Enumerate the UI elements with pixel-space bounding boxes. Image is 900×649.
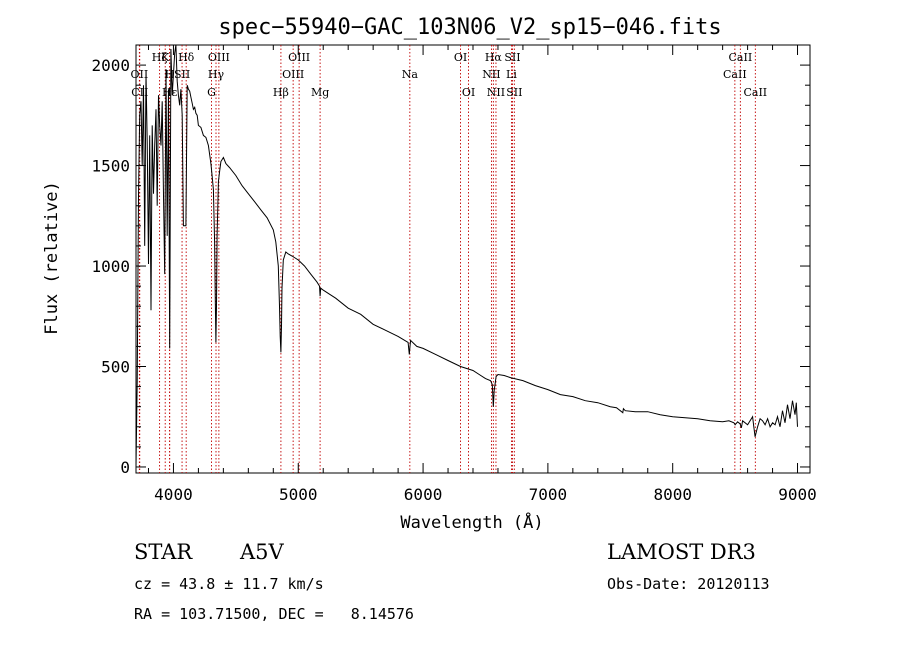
line-label: OIII — [208, 51, 230, 64]
line-label: Hζ — [152, 51, 168, 64]
redshift-cz: cz = 43.8 ± 11.7 km/s — [134, 575, 324, 593]
line-label: CaII — [743, 86, 767, 99]
chart-title: spec−55940−GAC_103N06_V2_sp15−046.fits — [218, 15, 721, 40]
line-label: Hδ — [178, 51, 195, 64]
line-label: Hα — [485, 51, 503, 64]
line-label: CaII — [729, 51, 753, 64]
x-tick-label: 7000 — [529, 485, 568, 504]
line-label: NII — [482, 68, 500, 81]
line-label: Mg — [311, 86, 329, 99]
line-label: SII — [504, 51, 520, 64]
survey-name: LAMOST DR3 — [607, 540, 756, 564]
object-subclass: A5V — [239, 540, 285, 564]
line-label: OIII — [282, 68, 304, 81]
line-label: Hε — [162, 86, 178, 99]
line-label: OI — [462, 86, 475, 99]
line-label: K — [161, 51, 170, 64]
line-label: NII — [487, 86, 505, 99]
y-tick-label: 1500 — [91, 157, 130, 176]
plot-frame — [135, 44, 811, 474]
line-label: G — [207, 86, 216, 99]
line-label: OI — [454, 51, 467, 64]
line-label: Na — [402, 68, 419, 81]
line-label: Hβ — [273, 86, 289, 99]
line-label: Li — [506, 68, 517, 81]
x-axis-label: Wavelength (Å) — [400, 511, 543, 533]
line-label: OIII — [288, 51, 310, 64]
spectrum-line — [135, 44, 798, 468]
x-tick-label: 5000 — [279, 485, 318, 504]
x-tick-label: 4000 — [154, 485, 193, 504]
y-tick-label: 500 — [101, 358, 130, 377]
y-tick-label: 2000 — [91, 56, 130, 75]
line-label: SII — [506, 86, 522, 99]
line-label: OII — [131, 68, 149, 81]
line-label: H — [165, 68, 175, 81]
y-axis-label: Flux (relative) — [42, 181, 62, 335]
object-class: STAR — [134, 540, 193, 564]
axis-tick-labels: 4000 5000 6000 7000 8000 9000 0 500 1000 1500 2000 — [91, 56, 816, 504]
x-tick-label: 8000 — [653, 485, 692, 504]
spectral-line-markers — [138, 45, 756, 473]
axis-ticks — [136, 44, 810, 473]
y-tick-label: 0 — [120, 458, 130, 477]
y-tick-label: 1000 — [91, 257, 130, 276]
x-tick-label: 9000 — [778, 485, 817, 504]
line-label: Hγ — [208, 68, 225, 81]
x-tick-label: 6000 — [404, 485, 443, 504]
line-label: CaII — [723, 68, 747, 81]
line-label: SII — [174, 68, 190, 81]
observation-date: Obs-Date: 20120113 — [607, 575, 770, 593]
ra-dec: RA = 103.71500, DEC = 8.14576 — [134, 605, 414, 623]
